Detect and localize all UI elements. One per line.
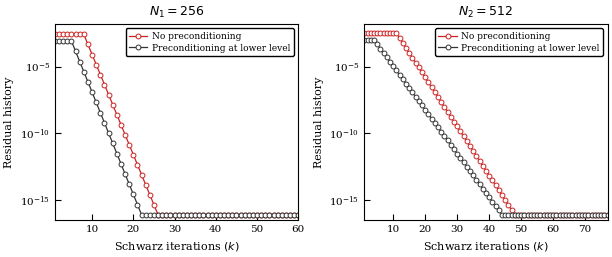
- Preconditioning at lower level: [360, 38, 368, 41]
- Preconditioning at lower level: [134, 203, 141, 206]
- Line: Preconditioning at lower level: Preconditioning at lower level: [53, 39, 300, 217]
- Preconditioning at lower level: [466, 170, 474, 173]
- Legend: No preconditioning, Preconditioning at lower level: No preconditioning, Preconditioning at l…: [435, 28, 603, 56]
- Preconditioning at lower level: [498, 213, 506, 216]
- Legend: No preconditioning, Preconditioning at lower level: No preconditioning, Preconditioning at l…: [125, 28, 294, 56]
- Preconditioning at lower level: [51, 40, 59, 43]
- Preconditioning at lower level: [409, 91, 416, 94]
- No preconditioning: [51, 33, 59, 36]
- No preconditioning: [511, 213, 518, 216]
- Preconditioning at lower level: [138, 213, 145, 216]
- No preconditioning: [604, 213, 611, 216]
- No preconditioning: [113, 113, 121, 116]
- Preconditioning at lower level: [208, 213, 215, 216]
- No preconditioning: [495, 189, 502, 192]
- No preconditioning: [294, 213, 302, 216]
- Preconditioning at lower level: [121, 172, 129, 176]
- Title: $N_2 = 512$: $N_2 = 512$: [458, 4, 513, 20]
- Preconditioning at lower level: [444, 139, 451, 142]
- No preconditioning: [409, 56, 416, 59]
- Preconditioning at lower level: [495, 209, 502, 212]
- No preconditioning: [121, 133, 129, 136]
- Preconditioning at lower level: [604, 213, 611, 216]
- Line: Preconditioning at lower level: Preconditioning at lower level: [362, 37, 610, 217]
- No preconditioning: [460, 135, 467, 138]
- Title: $N_1 = 256$: $N_1 = 256$: [149, 4, 204, 20]
- No preconditioning: [134, 163, 141, 166]
- Preconditioning at lower level: [294, 213, 302, 216]
- No preconditioning: [154, 213, 162, 216]
- X-axis label: Schwarz iterations $(k)$: Schwarz iterations $(k)$: [114, 240, 239, 253]
- No preconditioning: [441, 105, 448, 108]
- No preconditioning: [92, 63, 100, 66]
- No preconditioning: [444, 110, 451, 113]
- No preconditioning: [360, 32, 368, 35]
- No preconditioning: [466, 144, 474, 148]
- Line: No preconditioning: No preconditioning: [53, 32, 300, 217]
- Preconditioning at lower level: [113, 152, 121, 155]
- No preconditioning: [130, 153, 137, 156]
- X-axis label: Schwarz iterations $(k)$: Schwarz iterations $(k)$: [423, 240, 549, 253]
- No preconditioning: [208, 213, 215, 216]
- Preconditioning at lower level: [460, 161, 467, 164]
- Y-axis label: Residual history: Residual history: [4, 76, 15, 168]
- Y-axis label: Residual history: Residual history: [314, 76, 324, 168]
- Preconditioning at lower level: [92, 101, 100, 104]
- Preconditioning at lower level: [130, 193, 137, 196]
- Preconditioning at lower level: [441, 134, 448, 137]
- Line: No preconditioning: No preconditioning: [362, 31, 610, 217]
